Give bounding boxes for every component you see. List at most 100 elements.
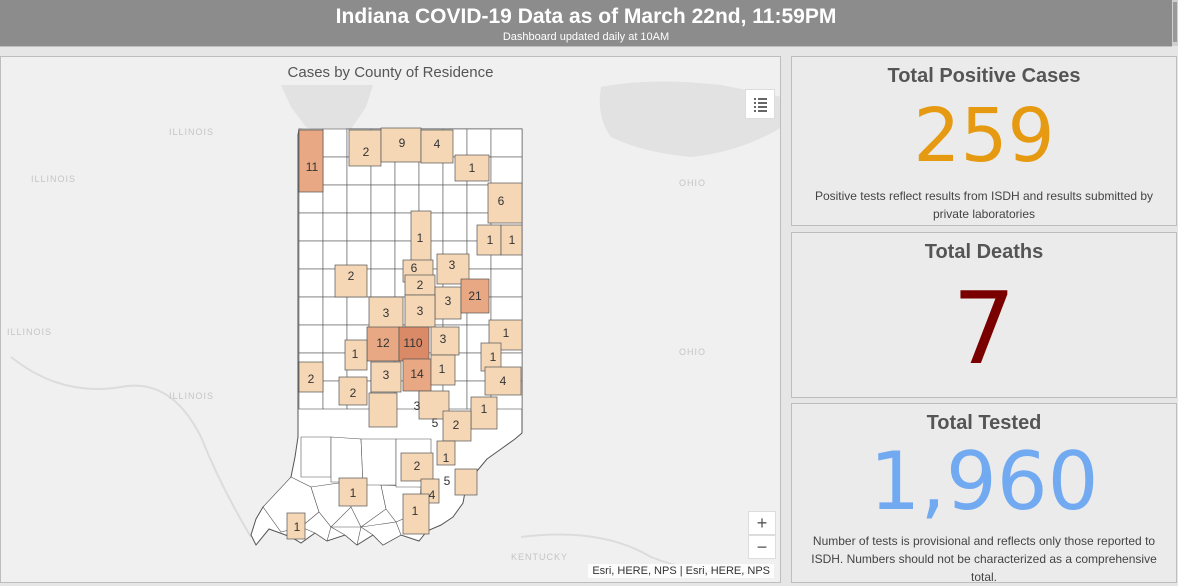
legend-button[interactable] (745, 89, 775, 119)
county-shape[interactable] (322, 156, 348, 186)
county-shape[interactable] (370, 184, 396, 214)
county-case-label: 1 (509, 233, 516, 247)
county-case-shape[interactable] (454, 468, 478, 496)
county-case-shape[interactable] (460, 278, 490, 314)
county-case-shape[interactable] (454, 154, 490, 182)
county-shape[interactable] (490, 156, 523, 186)
county-shape[interactable] (370, 212, 396, 242)
basemap-state-label: ILLINOIS (31, 174, 76, 184)
county-shape[interactable] (298, 296, 324, 326)
county-case-label: 3 (445, 294, 452, 308)
total-tested-title: Total Tested (926, 412, 1042, 434)
zoom-in-button[interactable]: + (748, 511, 776, 535)
positive-cases-title: Total Positive Cases (887, 65, 1081, 87)
county-case-label: 3 (417, 304, 424, 318)
county-case-shape[interactable] (298, 129, 324, 193)
county-shape[interactable] (322, 296, 348, 326)
county-case-shape[interactable] (366, 326, 400, 362)
county-shape[interactable] (300, 436, 332, 478)
county-shape[interactable] (360, 521, 402, 546)
county-case-shape[interactable] (370, 361, 402, 393)
county-shape[interactable] (346, 212, 372, 242)
county-case-label: 2 (417, 278, 424, 292)
county-shape[interactable] (394, 184, 420, 214)
county-case-shape[interactable] (402, 493, 430, 535)
total-tested-value: 1,960 (869, 435, 1099, 528)
county-case-label: 6 (411, 261, 418, 275)
county-case-shape[interactable] (420, 129, 454, 164)
county-shape[interactable] (298, 324, 324, 354)
county-case-label: 1 (350, 486, 357, 500)
county-case-label: 3 (383, 306, 390, 320)
county-case-label: 1 (412, 504, 419, 518)
county-case-shape[interactable] (368, 296, 404, 330)
total-deaths-value: 7 (952, 270, 1016, 387)
county-case-shape[interactable] (338, 477, 368, 507)
county-shape[interactable] (298, 212, 324, 242)
county-case-label: 2 (308, 372, 315, 386)
county-case-label: 1 (417, 231, 424, 245)
county-case-shape[interactable] (430, 354, 456, 386)
county-case-shape[interactable] (298, 361, 324, 393)
county-case-shape[interactable] (487, 182, 523, 224)
county-shape[interactable] (490, 268, 523, 298)
county-shape[interactable] (466, 128, 492, 158)
county-shape[interactable] (490, 128, 523, 158)
basemap-state-label: KENTUCKY (511, 552, 568, 562)
county-shape[interactable] (466, 184, 492, 214)
county-map-panel[interactable]: Cases by County of Residence ILLINOIS ILL… (0, 56, 781, 583)
scrollbar-thumb[interactable] (1173, 2, 1177, 42)
county-case-label: 1 (490, 350, 497, 364)
county-case-shape[interactable] (286, 512, 306, 540)
county-case-label: 9 (399, 136, 406, 150)
county-shape[interactable] (298, 268, 324, 298)
county-case-label: 2 (363, 145, 370, 159)
county-case-shape[interactable] (430, 326, 460, 356)
county-case-shape[interactable] (404, 294, 436, 328)
county-shape[interactable] (370, 268, 396, 298)
river-line (10, 356, 252, 538)
county-shape[interactable] (322, 324, 348, 354)
county-case-shape[interactable] (368, 392, 398, 428)
county-shape[interactable] (346, 296, 372, 326)
map-attribution: Esri, HERE, NPS | Esri, HERE, NPS (588, 564, 774, 578)
header-scrollbar[interactable] (1172, 0, 1178, 46)
county-shape[interactable] (300, 511, 332, 542)
county-case-shape[interactable] (484, 366, 522, 396)
county-case-shape[interactable] (398, 326, 430, 362)
county-shape[interactable] (322, 212, 348, 242)
county-case-shape[interactable] (434, 286, 462, 320)
county-shape[interactable] (370, 240, 396, 270)
county-shape[interactable] (346, 240, 372, 270)
total-tested-note: Number of tests is provisional and refle… (811, 534, 1157, 583)
county-case-shape[interactable] (344, 339, 368, 371)
county-case-shape[interactable] (442, 410, 472, 442)
county-shape[interactable] (322, 352, 348, 382)
basemap-state-label: ILLINOIS (169, 127, 214, 137)
county-shape[interactable] (322, 128, 348, 158)
county-case-label: 21 (468, 289, 482, 303)
county-case-shape[interactable] (402, 358, 432, 392)
county-shape[interactable] (442, 184, 468, 214)
indiana-county-map[interactable]: ILLINOIS ILLINOIS ILLINOIS ILLINOIS OHIO OHIO… (1, 57, 781, 583)
county-case-label: 1 (487, 233, 494, 247)
county-case-shape[interactable] (500, 224, 523, 256)
county-shape[interactable] (298, 240, 324, 270)
county-case-label: 1 (352, 347, 359, 361)
county-shape[interactable] (329, 526, 362, 546)
zoom-out-button[interactable]: − (748, 535, 776, 559)
county-layer[interactable] (250, 127, 523, 546)
county-shape[interactable] (442, 212, 468, 242)
county-case-label: 3 (449, 258, 456, 272)
county-shape[interactable] (418, 184, 444, 214)
county-case-shape[interactable] (436, 440, 456, 466)
county-case-shape[interactable] (338, 376, 368, 406)
county-shape[interactable] (322, 184, 348, 214)
county-shape[interactable] (346, 184, 372, 214)
county-case-shape[interactable] (348, 129, 382, 167)
county-case-shape[interactable] (334, 264, 368, 298)
county-shape[interactable] (330, 436, 364, 483)
county-case-shape[interactable] (400, 452, 434, 482)
county-case-label: 4 (434, 137, 441, 151)
county-case-shape[interactable] (476, 224, 502, 256)
